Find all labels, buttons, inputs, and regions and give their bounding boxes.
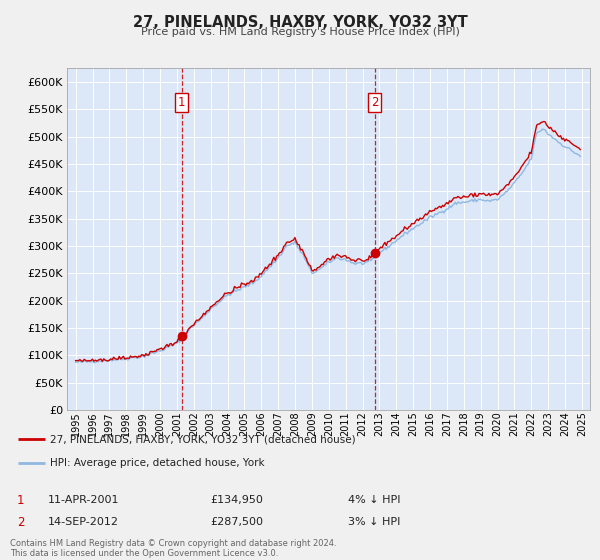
- Text: 2: 2: [17, 516, 25, 529]
- Text: 27, PINELANDS, HAXBY, YORK, YO32 3YT (detached house): 27, PINELANDS, HAXBY, YORK, YO32 3YT (de…: [50, 434, 356, 444]
- Text: Contains HM Land Registry data © Crown copyright and database right 2024.
This d: Contains HM Land Registry data © Crown c…: [10, 539, 337, 558]
- Text: £134,950: £134,950: [210, 495, 263, 505]
- Text: HPI: Average price, detached house, York: HPI: Average price, detached house, York: [50, 458, 265, 468]
- Text: 14-SEP-2012: 14-SEP-2012: [48, 517, 119, 527]
- Text: 1: 1: [178, 96, 185, 109]
- Text: 1: 1: [17, 494, 25, 507]
- Text: 4% ↓ HPI: 4% ↓ HPI: [348, 495, 401, 505]
- Text: 2: 2: [371, 96, 378, 109]
- Text: 27, PINELANDS, HAXBY, YORK, YO32 3YT: 27, PINELANDS, HAXBY, YORK, YO32 3YT: [133, 15, 467, 30]
- Text: 11-APR-2001: 11-APR-2001: [48, 495, 119, 505]
- Text: Price paid vs. HM Land Registry's House Price Index (HPI): Price paid vs. HM Land Registry's House …: [140, 27, 460, 37]
- Text: 3% ↓ HPI: 3% ↓ HPI: [348, 517, 400, 527]
- Text: £287,500: £287,500: [210, 517, 263, 527]
